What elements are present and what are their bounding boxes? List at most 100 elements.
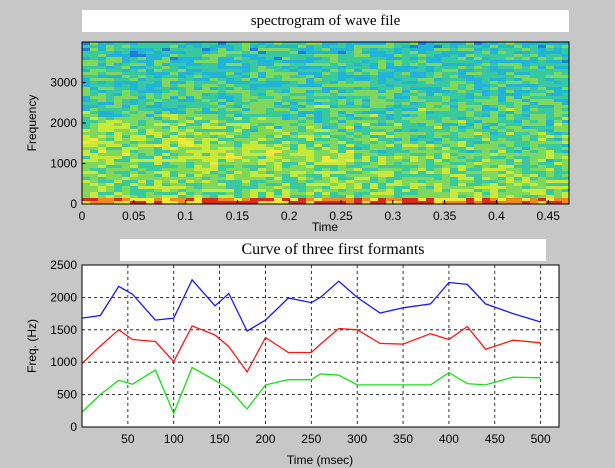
spectrogram-cell (314, 180, 323, 184)
spectrogram-cell (290, 84, 299, 88)
spectrogram-cell (242, 42, 251, 46)
spectrogram-cell (162, 69, 171, 73)
spectrogram-cell (538, 138, 547, 142)
spectrogram-cell (530, 72, 539, 76)
spectrogram-cell (186, 126, 195, 130)
spectrogram-cell (506, 63, 515, 67)
spectrogram-cell (178, 90, 187, 94)
spectrogram-cell (362, 120, 371, 124)
spectrogram-cell (514, 48, 523, 52)
spectrogram-cell (178, 138, 187, 142)
spectrogram-cell (370, 147, 379, 151)
spectrogram-cell (498, 165, 507, 169)
spectrogram-cell (466, 165, 475, 169)
spectrogram-cell (178, 57, 187, 61)
spectrogram-cell (522, 81, 531, 85)
spectrogram-cell (346, 144, 355, 148)
spectrogram-cell (538, 117, 547, 121)
spectrogram-cell (410, 108, 419, 112)
spectrogram-cell (98, 147, 107, 151)
spectrogram-cell (442, 42, 451, 46)
spectrogram-cell (242, 90, 251, 94)
spectrogram-cell (114, 108, 123, 112)
spectrogram-cell (434, 186, 443, 190)
spectrogram-cell (538, 141, 547, 145)
spectrogram-cell (266, 66, 275, 70)
spectrogram-cell (186, 174, 195, 178)
spectrogram-cell (322, 126, 331, 130)
spectrogram-cell (186, 72, 195, 76)
spectrogram-cell (314, 63, 323, 67)
spectrogram-cell (530, 135, 539, 139)
spectrogram-cell (234, 90, 243, 94)
spectrogram-cell (450, 159, 459, 163)
spectrogram-cell (106, 84, 115, 88)
spectrogram-cell (442, 135, 451, 139)
spectrogram-cell (498, 120, 507, 124)
spectrogram-cell (218, 48, 227, 52)
spectrogram-cell (554, 126, 563, 130)
formants-x-tick-label: 350 (393, 432, 413, 446)
spectrogram-cell (314, 48, 323, 52)
spectrogram-cell (186, 54, 195, 58)
spectrogram-cell (554, 162, 563, 166)
spectrogram-cell (442, 171, 451, 175)
spectrogram-cell (458, 126, 467, 130)
spectrogram-cell (282, 81, 291, 85)
spectrogram-cell (226, 96, 235, 100)
spectrogram-cell (426, 108, 435, 112)
spectrogram-cell (538, 75, 547, 79)
spectrogram-cell (218, 69, 227, 73)
spectrogram-cell (346, 189, 355, 193)
spectrogram-cell (138, 195, 147, 199)
spectrogram-cell (226, 51, 235, 55)
spectrogram-cell (338, 192, 347, 196)
spectrogram-cell (474, 165, 483, 169)
spectrogram-cell (298, 144, 307, 148)
spectrogram-cell (90, 81, 99, 85)
spectrogram-cell (210, 192, 219, 196)
spectrogram-cell (314, 150, 323, 154)
spectrogram-cell (146, 48, 155, 52)
spectrogram-cell (218, 54, 227, 58)
spectrogram-cell (474, 189, 483, 193)
spectrogram-cell (554, 105, 563, 109)
spectrogram-cell (378, 138, 387, 142)
spectrogram-cell (426, 69, 435, 73)
spectrogram-cell (434, 72, 443, 76)
spectrogram-cell (474, 198, 483, 202)
spectrogram-cell (82, 108, 91, 112)
spectrogram-cell (458, 81, 467, 85)
spectrogram-cell (490, 81, 499, 85)
spectrogram-cell (242, 72, 251, 76)
spectrogram-cell (402, 54, 411, 58)
spectrogram-cell (426, 105, 435, 109)
spectrogram-cell (362, 102, 371, 106)
spectrogram-cell (282, 42, 291, 46)
spectrogram-cell (82, 87, 91, 91)
spectrogram-cell (114, 114, 123, 118)
spectrogram-cell (370, 60, 379, 64)
spectrogram-cell (490, 102, 499, 106)
spectrogram-cell (122, 132, 131, 136)
spectrogram-cell (434, 90, 443, 94)
spectrogram-cell (186, 159, 195, 163)
spectrogram-cell (186, 195, 195, 199)
spectrogram-cell (370, 123, 379, 127)
spectrogram-cell (114, 105, 123, 109)
spectrogram-cell (274, 177, 283, 181)
spectrogram-cell (338, 195, 347, 199)
spectrogram-cell (242, 69, 251, 73)
spectrogram-cell (450, 144, 459, 148)
spectrogram-cell (250, 69, 259, 73)
spectrogram-cell (178, 84, 187, 88)
spectrogram-cell (290, 48, 299, 52)
spectrogram-cell (130, 198, 139, 202)
spectrogram-cell (394, 147, 403, 151)
spectrogram-cell (458, 51, 467, 55)
spectrogram-cell (290, 120, 299, 124)
spectrogram-cell (346, 51, 355, 55)
spectrogram-cell (98, 162, 107, 166)
spectrogram-cell (394, 186, 403, 190)
spectrogram-cell (346, 156, 355, 160)
